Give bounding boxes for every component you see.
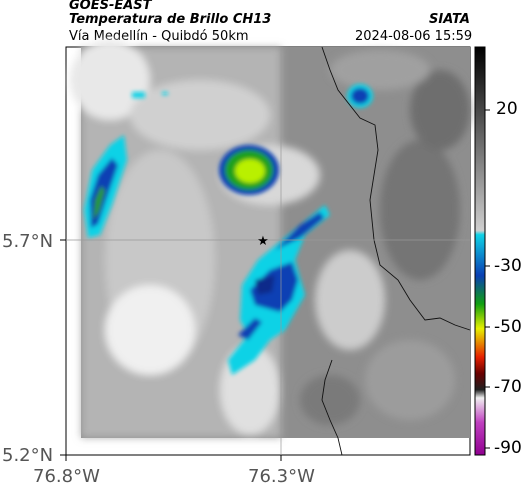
colorbar-tick-label: -30 [494,256,522,276]
satellite-name: GOES-EAST [69,0,152,13]
colorbar-ticks [485,109,490,449]
brightness-field [70,40,470,438]
datetime-label: 2024-08-06 15:59 [355,29,473,44]
cold-cloud-tops [84,84,373,375]
y-tick-label: 5.7°N [2,231,54,252]
colorbar-tick-label: -90 [494,438,522,458]
star-icon: ★ [257,234,269,249]
colorbar-tick-label: -50 [494,317,522,337]
x-tick-label: 76.8°W [33,466,100,487]
graticule [66,47,470,455]
x-tick-label: 76.3°W [248,466,315,487]
y-tick-label: 5.2°N [2,445,54,466]
colorbar-tick-label: 20 [496,99,518,119]
organization-label: SIATA [429,12,470,27]
colorbar-tick-label: -70 [494,377,522,397]
colorbar [474,46,486,456]
axis-ticks [60,239,282,461]
product-title: Temperatura de Brillo CH13 [69,12,272,27]
